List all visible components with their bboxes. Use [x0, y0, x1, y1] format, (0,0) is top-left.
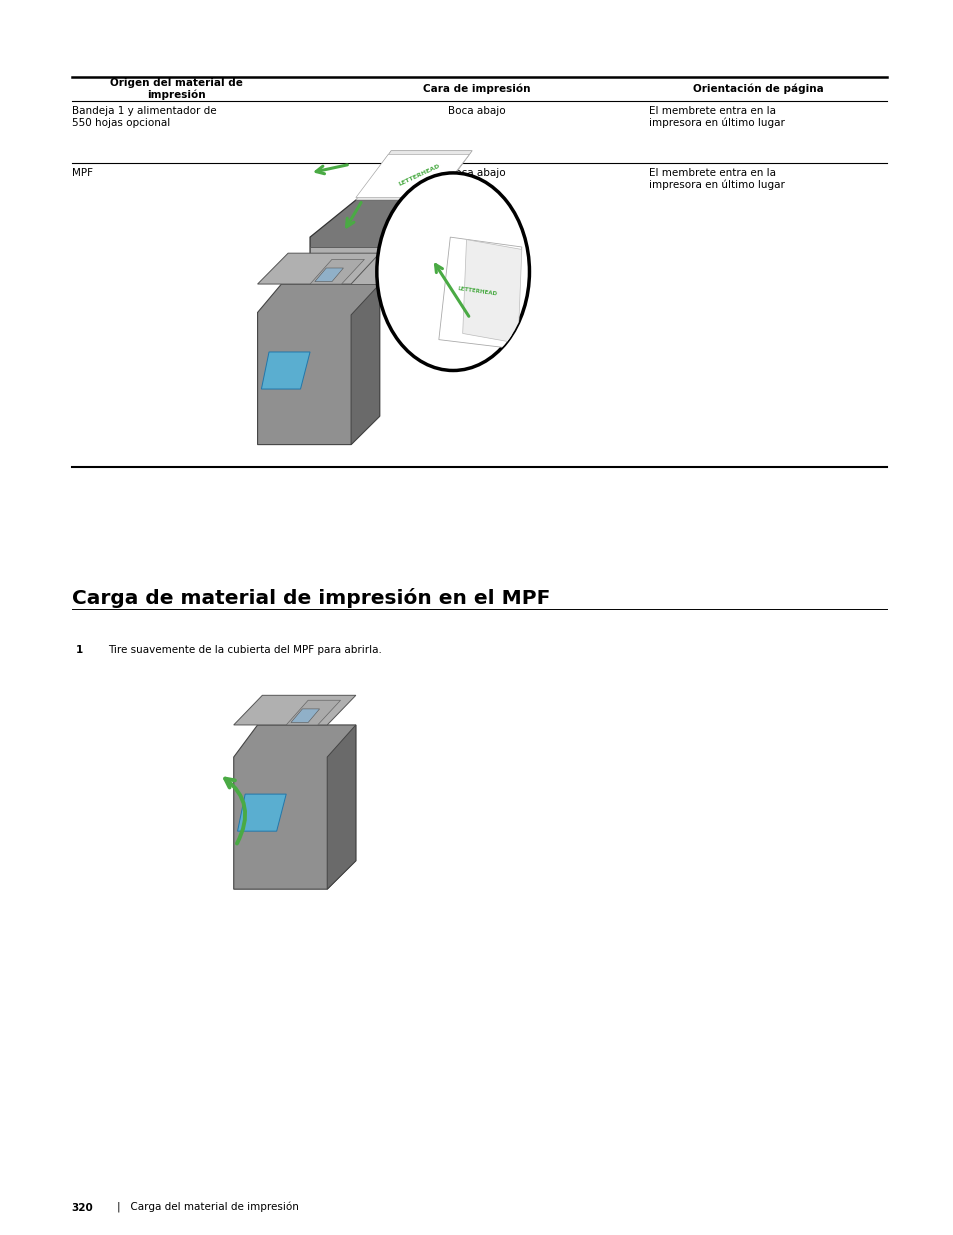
Polygon shape — [355, 154, 469, 198]
Text: 1: 1 — [75, 645, 83, 655]
Text: Boca abajo: Boca abajo — [448, 168, 505, 178]
Text: LETTERHEAD: LETTERHEAD — [457, 287, 497, 296]
Polygon shape — [286, 700, 340, 725]
Text: MPF: MPF — [71, 168, 92, 178]
Text: Cara de impresión: Cara de impresión — [423, 84, 530, 94]
Text: Boca abajo: Boca abajo — [448, 106, 505, 116]
Polygon shape — [233, 695, 355, 725]
Text: |   Carga del material de impresión: | Carga del material de impresión — [117, 1202, 299, 1213]
Polygon shape — [291, 709, 319, 722]
Polygon shape — [261, 352, 310, 389]
Circle shape — [376, 173, 529, 370]
Text: Carga de material de impresión en el MPF: Carga de material de impresión en el MPF — [71, 588, 549, 608]
Polygon shape — [257, 253, 379, 284]
Polygon shape — [310, 259, 364, 284]
Text: 320: 320 — [71, 1203, 93, 1213]
Polygon shape — [462, 240, 521, 343]
Text: LETTERHEAD: LETTERHEAD — [396, 163, 440, 188]
Polygon shape — [438, 237, 521, 348]
Polygon shape — [327, 725, 355, 889]
Text: Origen del material de
impresión: Origen del material de impresión — [110, 78, 243, 100]
Polygon shape — [257, 284, 379, 445]
Polygon shape — [233, 725, 355, 889]
Polygon shape — [237, 794, 286, 831]
Text: Bandeja 1 y alimentador de
550 hojas opcional: Bandeja 1 y alimentador de 550 hojas opc… — [71, 106, 216, 127]
Polygon shape — [310, 247, 438, 284]
Polygon shape — [351, 284, 379, 445]
Text: El membrete entra en la
impresora en último lugar: El membrete entra en la impresora en últ… — [648, 106, 783, 128]
Text: El membrete entra en la
impresora en último lugar: El membrete entra en la impresora en últ… — [648, 168, 783, 190]
Polygon shape — [355, 151, 472, 200]
Polygon shape — [310, 200, 481, 284]
Text: Orientación de página: Orientación de página — [692, 84, 823, 94]
Polygon shape — [314, 268, 343, 282]
Text: Tire suavemente de la cubierta del MPF para abrirla.: Tire suavemente de la cubierta del MPF p… — [108, 645, 381, 655]
